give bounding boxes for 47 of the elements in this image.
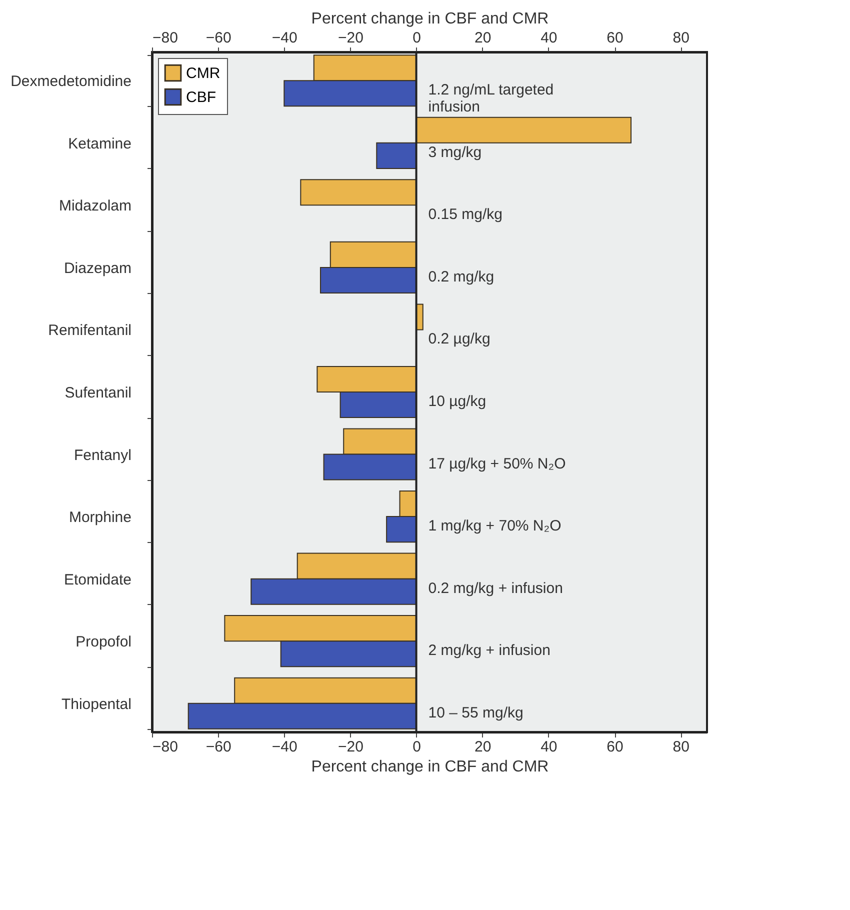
annotation: 10 µg/kg [428, 393, 486, 410]
y-tick-label: Midazolam [58, 198, 132, 215]
x2-axis-title: Percent change in CBF and CMR [311, 10, 549, 28]
x2-tick-label: 80 [672, 30, 690, 46]
x-tick-label: 40 [540, 738, 558, 756]
annotation: 17 µg/kg + 50% N₂O [428, 455, 566, 472]
x2-tick-label: −20 [338, 30, 364, 46]
x-tick-label: 80 [672, 738, 690, 756]
y-tick-label: Ketamine [68, 135, 132, 152]
annotation: 0.15 mg/kg [428, 206, 503, 224]
annotation: 3 mg/kg [428, 144, 482, 161]
y-tick-label: Dexmedetomidine [10, 73, 132, 90]
y-tick-label: Etomidate [64, 571, 132, 588]
x-axis-title: Percent change in CBF and CMR [311, 758, 549, 776]
x-tick-label: −20 [338, 738, 364, 756]
x2-tick-label: −80 [152, 30, 178, 46]
y-tick-label: Morphine [68, 509, 132, 526]
y-tick-label: Thiopental [61, 696, 132, 713]
x-tick-label: −40 [272, 738, 298, 756]
annotation: 1.2 ng/mL targeted infusion [428, 82, 554, 116]
legend-label: CBF [186, 89, 216, 106]
legend-label: CMR [186, 65, 220, 82]
y-tick-label: Fentanyl [74, 446, 132, 464]
x2-tick-label: 0 [412, 30, 421, 46]
annotation: 2 mg/kg + infusion [428, 642, 550, 660]
x-tick-label: −60 [206, 738, 232, 756]
x2-tick-label: −60 [206, 30, 232, 46]
x-tick-label: 0 [412, 738, 421, 756]
x2-tick-label: −40 [272, 30, 298, 46]
annotation: 0.2 mg/kg + infusion [428, 580, 563, 597]
annotation: 10 – 55 mg/kg [428, 704, 524, 722]
bar [416, 116, 632, 144]
x-tick-label: 20 [474, 738, 492, 756]
annotation: 1 mg/kg + 70% N₂O [428, 518, 562, 535]
x-tick-label: 60 [606, 738, 624, 756]
x-tick-label: −80 [152, 738, 178, 756]
x2-tick-label: 60 [606, 30, 624, 46]
x2-tick-label: 20 [474, 30, 492, 46]
y-tick-label: Propofol [76, 634, 132, 651]
bar [376, 142, 417, 169]
annotation: 0.2 mg/kg [428, 268, 494, 286]
bar [300, 179, 417, 206]
x2-tick-label: 40 [540, 30, 558, 46]
y-tick-label: Diazepam [64, 260, 132, 277]
y-tick-label: Sufentanil [64, 384, 132, 402]
y-tick-label: Remifentanil [48, 322, 132, 340]
annotation: 0.2 µg/kg [428, 330, 490, 348]
